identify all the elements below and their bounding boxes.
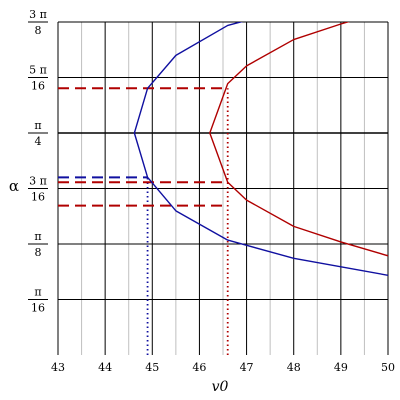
y-tick-numerator: 3 π <box>29 175 47 188</box>
y-tick-numerator: π <box>34 230 41 243</box>
x-tick-label: 43 <box>51 361 65 374</box>
y-tick-label: 3 π8 <box>28 8 48 37</box>
y-tick-numerator: 5 π <box>29 64 47 77</box>
y-tick-label: 5 π16 <box>28 64 48 93</box>
y-tick-numerator: π <box>34 119 41 132</box>
x-tick-label: 44 <box>98 361 112 374</box>
y-tick-denominator: 8 <box>35 24 42 37</box>
x-tick-label: 50 <box>381 361 395 374</box>
y-tick-denominator: 16 <box>31 80 45 93</box>
y-axis-title: α <box>9 177 19 195</box>
y-tick-numerator: π <box>34 286 41 299</box>
x-tick-labels: 43 44 45 46 47 48 49 50 <box>51 361 395 374</box>
x-axis-title: v0 <box>212 379 229 395</box>
y-tick-denominator: 4 <box>35 135 42 148</box>
grid <box>57 21 389 355</box>
series-1-curve <box>133 22 388 276</box>
x-tick-label: 45 <box>145 361 159 374</box>
x-tick-label: 46 <box>192 361 206 374</box>
y-tick-label: π4 <box>28 119 48 148</box>
x-tick-label: 49 <box>334 361 348 374</box>
series-lines <box>133 22 388 276</box>
reference-lines <box>58 87 229 355</box>
x-tick-label: 47 <box>240 361 254 374</box>
y-tick-label: 3 π16 <box>28 175 48 204</box>
y-tick-label: π8 <box>28 230 48 259</box>
y-tick-denominator: 16 <box>31 302 45 315</box>
y-tick-denominator: 16 <box>31 191 45 204</box>
y-tick-denominator: 8 <box>35 246 42 259</box>
x-tick-label: 48 <box>287 361 301 374</box>
y-tick-numerator: 3 π <box>29 8 47 21</box>
series-2-curve <box>209 22 388 257</box>
y-tick-label: π 16 <box>28 286 48 315</box>
